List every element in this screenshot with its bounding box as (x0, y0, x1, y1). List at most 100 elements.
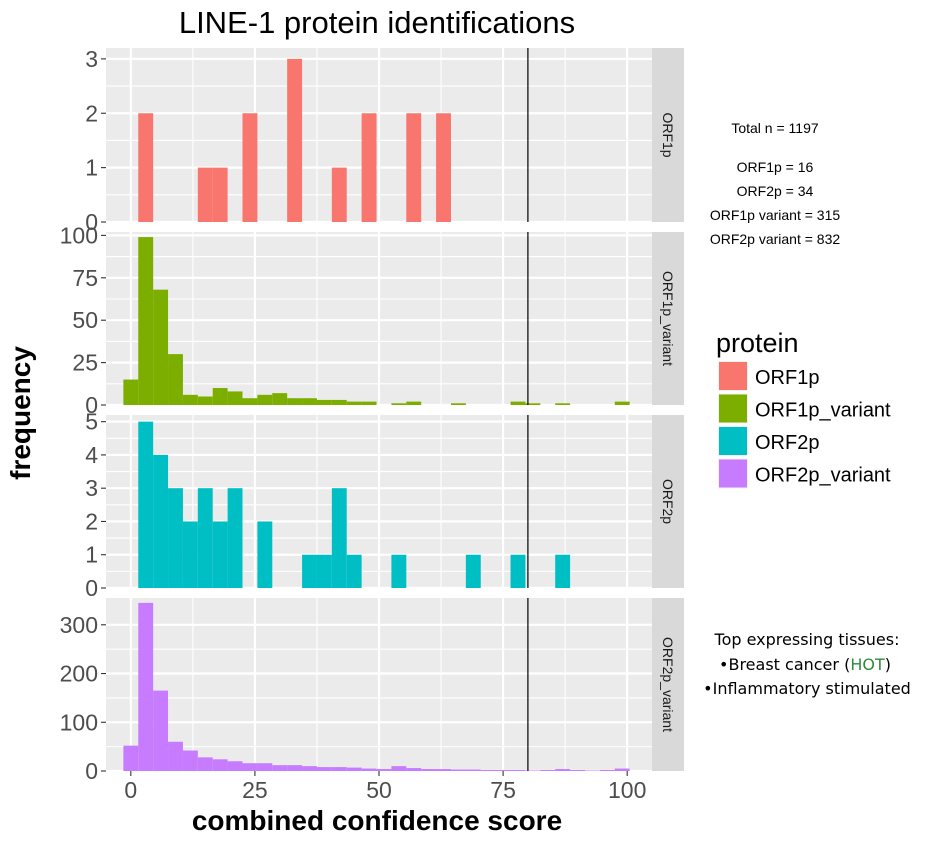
facet-strip-label: ORF2p (660, 479, 676, 524)
y-tick-label: 75 (72, 265, 98, 291)
legend-key-orf1p (719, 362, 747, 390)
bar-orf1p-variant (614, 401, 630, 405)
legend-label-orf1p: ORF1p (755, 367, 819, 389)
y-tick-label: 5 (85, 409, 98, 435)
bar-orf1p-variant (272, 393, 288, 405)
bar-orf2p-variant (138, 602, 154, 771)
bar-orf2p (555, 554, 571, 588)
legend-label-orf2p-variant: ORF2p_variant (755, 465, 891, 487)
bar-orf2p-variant (123, 745, 139, 771)
bar-orf2p (391, 554, 407, 588)
facet-strip (652, 232, 684, 405)
bar-orf1p-variant (227, 391, 243, 405)
bar-orf1p-variant (346, 401, 362, 405)
tissue-inflammatory: •Inflammatory stimulated (703, 679, 911, 698)
bar-orf1p (212, 167, 228, 222)
bar-orf1p-variant (525, 403, 541, 405)
facet-strip (652, 598, 684, 771)
panel-orf1p: 0 1 2 3 ORF1p (85, 46, 684, 235)
bar-orf1p-variant (257, 394, 273, 405)
bar-orf1p (436, 113, 451, 222)
bar-orf1p-variant (197, 396, 213, 405)
bar-orf2p-variant (421, 769, 437, 771)
bar-orf2p-variant (406, 768, 422, 771)
bar-orf1p (361, 113, 377, 222)
count-orf1p: ORF1p = 16 (737, 159, 814, 175)
bar-orf1p-variant (153, 289, 169, 405)
bar-orf2p-variant (257, 763, 273, 771)
y-axis-title: frequency (5, 346, 36, 480)
bar-orf2p (197, 488, 213, 588)
bar-orf2p-variant (450, 769, 466, 771)
x-tick-label: 100 (608, 777, 646, 803)
y-tick-label: 300 (60, 612, 98, 638)
bar-orf1p-variant (168, 354, 183, 405)
bar-orf1p (197, 167, 213, 222)
bar-orf1p-variant (316, 399, 332, 405)
y-tick-label: 25 (72, 350, 98, 376)
bar-orf1p-variant (212, 388, 228, 405)
bar-orf2p-variant (480, 770, 496, 771)
bar-orf1p (138, 113, 154, 222)
bar-orf2p-variant (182, 750, 198, 771)
bar-orf2p-variant (376, 769, 392, 771)
y-tick-label: 1 (85, 542, 98, 568)
legend-label-orf2p: ORF2p (755, 432, 819, 454)
y-tick-label: 50 (72, 307, 98, 333)
bar-orf1p-variant (361, 401, 377, 405)
summary-annotation: Total n = 1197 ORF1p = 16 ORF2p = 34 ORF… (710, 120, 841, 247)
bar-orf2p-variant (540, 770, 556, 771)
facet-strip-label: ORF1p (660, 112, 676, 157)
hot-label: HOT (850, 655, 885, 674)
bar-orf2p-variant (614, 768, 630, 771)
count-orf1p-variant: ORF1p variant = 315 (710, 207, 841, 223)
bar-orf1p (242, 113, 258, 222)
bar-orf2p (316, 554, 332, 588)
legend-key-orf2p (719, 427, 747, 455)
facet-panels: 0 1 2 3 ORF1p 0 25 50 75 100 ORF1p_variant 0 1 2 3 4 5 OR… (60, 46, 684, 784)
x-tick-label: 25 (242, 777, 268, 803)
bar-orf2p-variant (227, 761, 243, 771)
y-tick-label: 3 (85, 475, 98, 501)
bar-orf2p-variant (287, 765, 303, 771)
y-tick-label: 0 (85, 758, 98, 784)
tissue-breast-cancer-suffix: ) (885, 655, 891, 674)
bar-orf1p-variant (302, 398, 317, 405)
bar-orf2p (182, 521, 198, 588)
bar-orf1p-variant (450, 403, 466, 405)
bar-orf2p-variant (302, 766, 317, 771)
bar-orf2p (465, 554, 481, 588)
tissue-annotation: Top expressing tissues: •Breast cancer (… (703, 630, 911, 698)
bar-orf1p-variant (406, 401, 422, 405)
y-tick-label: 4 (85, 442, 98, 468)
count-orf2p: ORF2p = 34 (737, 183, 814, 199)
legend-key-orf2p-variant (719, 459, 747, 488)
tissue-breast-cancer: •Breast cancer (HOT) (719, 655, 891, 674)
bar-orf1p-variant (287, 398, 303, 405)
bar-orf2p-variant (212, 759, 228, 771)
bar-orf2p-variant (570, 770, 585, 771)
legend-key-orf1p-variant (719, 394, 747, 423)
bar-orf2p (331, 488, 347, 588)
bar-orf2p-variant (361, 768, 377, 771)
bar-orf1p (331, 167, 347, 222)
y-tick-label: 200 (60, 661, 98, 687)
bar-orf2p-variant (168, 741, 183, 771)
facet-strip (652, 48, 684, 222)
legend: protein ORF1p ORF1p_variant ORF2p ORF2p_var… (716, 328, 891, 489)
facet-strip-label: ORF1p_variant (660, 271, 676, 366)
bar-orf1p-variant (123, 379, 139, 405)
y-tick-label: 0 (85, 392, 98, 418)
y-tick-label: 100 (60, 222, 98, 248)
bar-orf2p-variant (316, 767, 332, 771)
bar-orf2p-variant (346, 767, 362, 771)
bar-orf2p-variant (153, 690, 169, 771)
y-tick-label: 100 (60, 709, 98, 735)
tissue-breast-cancer-prefix: •Breast cancer ( (719, 655, 850, 674)
panel-orf2p: 0 1 2 3 4 5 ORF2p (85, 409, 684, 601)
x-tick-label: 75 (490, 777, 516, 803)
bar-orf2p-variant (197, 757, 213, 771)
x-axis: 0 25 50 75 100 (124, 771, 646, 803)
tissues-heading: Top expressing tissues: (714, 630, 900, 649)
panel-orf2p-variant: 0 100 200 300 ORF2p_variant (60, 598, 684, 784)
